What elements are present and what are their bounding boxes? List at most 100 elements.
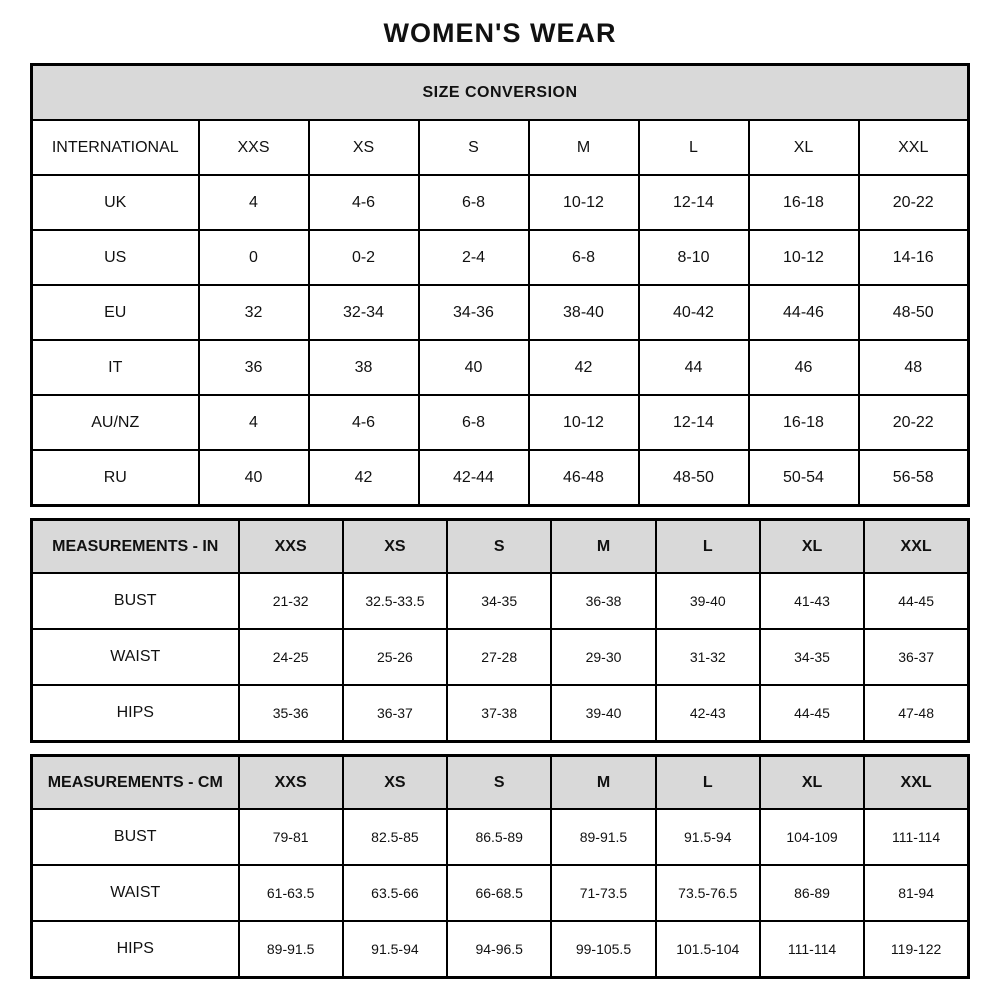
measurement-cell: 39-40: [654, 572, 761, 630]
size-cell: M: [527, 119, 640, 176]
measurement-cell: 104-109: [758, 808, 866, 866]
measurement-cell: 47-48: [863, 684, 970, 743]
size-cell: 4-6: [307, 174, 420, 231]
size-cell: 48-50: [857, 284, 970, 341]
size-cell: S: [417, 119, 530, 176]
size-cell: 42: [307, 449, 420, 507]
row-label: HIPS: [30, 684, 240, 743]
table-row: BUST 21-32 32.5-33.5 34-35 36-38 39-40 41-43 44…: [30, 572, 970, 630]
measurement-cell: 35-36: [237, 684, 344, 743]
measurement-cell: 37-38: [446, 684, 553, 743]
size-cell: 0: [197, 229, 310, 286]
measurement-cell: 91.5-94: [341, 920, 449, 979]
size-conversion-title: SIZE CONVERSION: [30, 63, 970, 121]
measurements-in-header-row: MEASUREMENTS - IN XXS XS S M L XL XXL: [30, 518, 970, 574]
size-cell: 44: [637, 339, 750, 396]
measurement-cell: 86-89: [758, 864, 866, 922]
measurement-cell: 91.5-94: [654, 808, 761, 866]
measurement-cell: 36-37: [863, 628, 970, 686]
size-cell: 4: [197, 174, 310, 231]
size-cell: L: [637, 119, 750, 176]
size-cell: XXL: [857, 119, 970, 176]
size-cell: 56-58: [857, 449, 970, 507]
measurement-cell: 36-38: [550, 572, 657, 630]
size-cell: 42-44: [417, 449, 530, 507]
measurements-in-title: MEASUREMENTS - IN: [30, 518, 240, 574]
size-cell: 10-12: [747, 229, 860, 286]
measurement-cell: 81-94: [863, 864, 970, 922]
measurement-cell: 66-68.5: [446, 864, 553, 922]
size-cell: 48-50: [637, 449, 750, 507]
row-label: WAIST: [30, 628, 240, 686]
size-header-cell: L: [654, 754, 761, 810]
size-cell: 40-42: [637, 284, 750, 341]
size-header-cell: XXL: [863, 754, 970, 810]
size-header-cell: L: [654, 518, 761, 574]
measurement-cell: 29-30: [550, 628, 657, 686]
measurement-cell: 32.5-33.5: [341, 572, 449, 630]
measurement-cell: 44-45: [758, 684, 866, 743]
measurements-in-table: MEASUREMENTS - IN XXS XS S M L XL XXL BUST 21-3…: [30, 518, 970, 743]
size-cell: 6-8: [417, 174, 530, 231]
row-label: AU/NZ: [30, 394, 200, 451]
size-chart-page: WOMEN'S WEAR SIZE CONVERSION INTERNATION…: [30, 0, 970, 979]
table-row: US 0 0-2 2-4 6-8 8-10 10-12 14-16: [30, 229, 970, 286]
size-cell: 2-4: [417, 229, 530, 286]
size-cell: 10-12: [527, 394, 640, 451]
measurement-cell: 24-25: [237, 628, 344, 686]
table-row: AU/NZ 4 4-6 6-8 10-12 12-14 16-18 20-22: [30, 394, 970, 451]
size-cell: 16-18: [747, 174, 860, 231]
table-row: HIPS 89-91.5 91.5-94 94-96.5 99-105.5 101.5-1…: [30, 920, 970, 979]
size-header-cell: XS: [341, 754, 449, 810]
size-header-cell: XXS: [237, 518, 344, 574]
size-cell: 32-34: [307, 284, 420, 341]
measurements-cm-body: MEASUREMENTS - CM XXS XS S M L XL XXL BUST 79-8…: [30, 754, 970, 979]
measurement-cell: 71-73.5: [550, 864, 657, 922]
size-cell: 46-48: [527, 449, 640, 507]
size-cell: 14-16: [857, 229, 970, 286]
size-header-row: INTERNATIONAL XXS XS S M L XL XXL: [30, 119, 970, 176]
size-cell: 10-12: [527, 174, 640, 231]
measurement-cell: 89-91.5: [550, 808, 657, 866]
measurement-cell: 34-35: [446, 572, 553, 630]
size-header-cell: S: [446, 754, 553, 810]
row-label: BUST: [30, 808, 240, 866]
size-cell: 32: [197, 284, 310, 341]
size-cell: 4: [197, 394, 310, 451]
measurement-cell: 39-40: [550, 684, 657, 743]
size-conversion-title-row: SIZE CONVERSION: [30, 63, 970, 121]
measurement-cell: 41-43: [758, 572, 866, 630]
measurement-cell: 34-35: [758, 628, 866, 686]
measurement-cell: 79-81: [237, 808, 344, 866]
size-header-cell: XL: [758, 518, 866, 574]
measurement-cell: 119-122: [863, 920, 970, 979]
size-cell: XS: [307, 119, 420, 176]
row-label: UK: [30, 174, 200, 231]
size-cell: 38-40: [527, 284, 640, 341]
size-header-cell: M: [550, 754, 657, 810]
size-cell: 48: [857, 339, 970, 396]
measurement-cell: 111-114: [863, 808, 970, 866]
size-header-cell: M: [550, 518, 657, 574]
size-cell: 34-36: [417, 284, 530, 341]
row-label: HIPS: [30, 920, 240, 979]
size-cell: 6-8: [417, 394, 530, 451]
size-cell: 44-46: [747, 284, 860, 341]
size-cell: XL: [747, 119, 860, 176]
size-cell: 20-22: [857, 174, 970, 231]
table-row: BUST 79-81 82.5-85 86.5-89 89-91.5 91.5-94 104…: [30, 808, 970, 866]
row-label: US: [30, 229, 200, 286]
size-cell: 50-54: [747, 449, 860, 507]
measurements-cm-title: MEASUREMENTS - CM: [30, 754, 240, 810]
measurement-cell: 94-96.5: [446, 920, 553, 979]
measurement-cell: 73.5-76.5: [654, 864, 761, 922]
measurement-cell: 89-91.5: [237, 920, 344, 979]
measurement-cell: 21-32: [237, 572, 344, 630]
size-cell: 20-22: [857, 394, 970, 451]
size-cell: 40: [417, 339, 530, 396]
table-row: EU 32 32-34 34-36 38-40 40-42 44-46 48-50: [30, 284, 970, 341]
table-row: IT 36 38 40 42 44 46 48: [30, 339, 970, 396]
measurement-cell: 82.5-85: [341, 808, 449, 866]
measurement-cell: 27-28: [446, 628, 553, 686]
size-conversion-table: SIZE CONVERSION INTERNATIONAL XXS XS S M L XL X…: [30, 63, 970, 507]
